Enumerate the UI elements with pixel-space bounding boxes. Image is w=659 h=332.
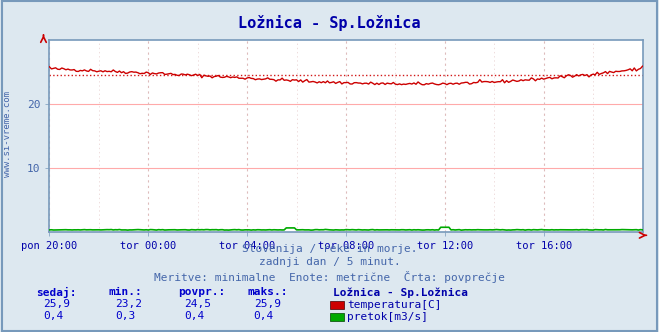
Text: povpr.:: povpr.: xyxy=(178,287,225,297)
Text: Meritve: minimalne  Enote: metrične  Črta: povprečje: Meritve: minimalne Enote: metrične Črta:… xyxy=(154,271,505,283)
Text: Ložnica - Sp.Ložnica: Ložnica - Sp.Ložnica xyxy=(333,287,468,298)
Text: 0,4: 0,4 xyxy=(185,311,205,321)
Text: 23,2: 23,2 xyxy=(115,299,142,309)
Text: maks.:: maks.: xyxy=(247,287,287,297)
Text: sedaj:: sedaj: xyxy=(36,287,76,298)
Text: zadnji dan / 5 minut.: zadnji dan / 5 minut. xyxy=(258,257,401,267)
Text: 0,4: 0,4 xyxy=(254,311,274,321)
Text: Slovenija / reke in morje.: Slovenija / reke in morje. xyxy=(242,244,417,254)
Text: Ložnica - Sp.Ložnica: Ložnica - Sp.Ložnica xyxy=(239,15,420,31)
Text: 25,9: 25,9 xyxy=(43,299,70,309)
Text: temperatura[C]: temperatura[C] xyxy=(347,300,442,310)
Text: 0,4: 0,4 xyxy=(43,311,63,321)
Text: 25,9: 25,9 xyxy=(254,299,281,309)
Text: pretok[m3/s]: pretok[m3/s] xyxy=(347,312,428,322)
Text: min.:: min.: xyxy=(109,287,142,297)
Text: 0,3: 0,3 xyxy=(115,311,136,321)
Text: 24,5: 24,5 xyxy=(185,299,212,309)
Text: www.si-vreme.com: www.si-vreme.com xyxy=(3,91,13,178)
